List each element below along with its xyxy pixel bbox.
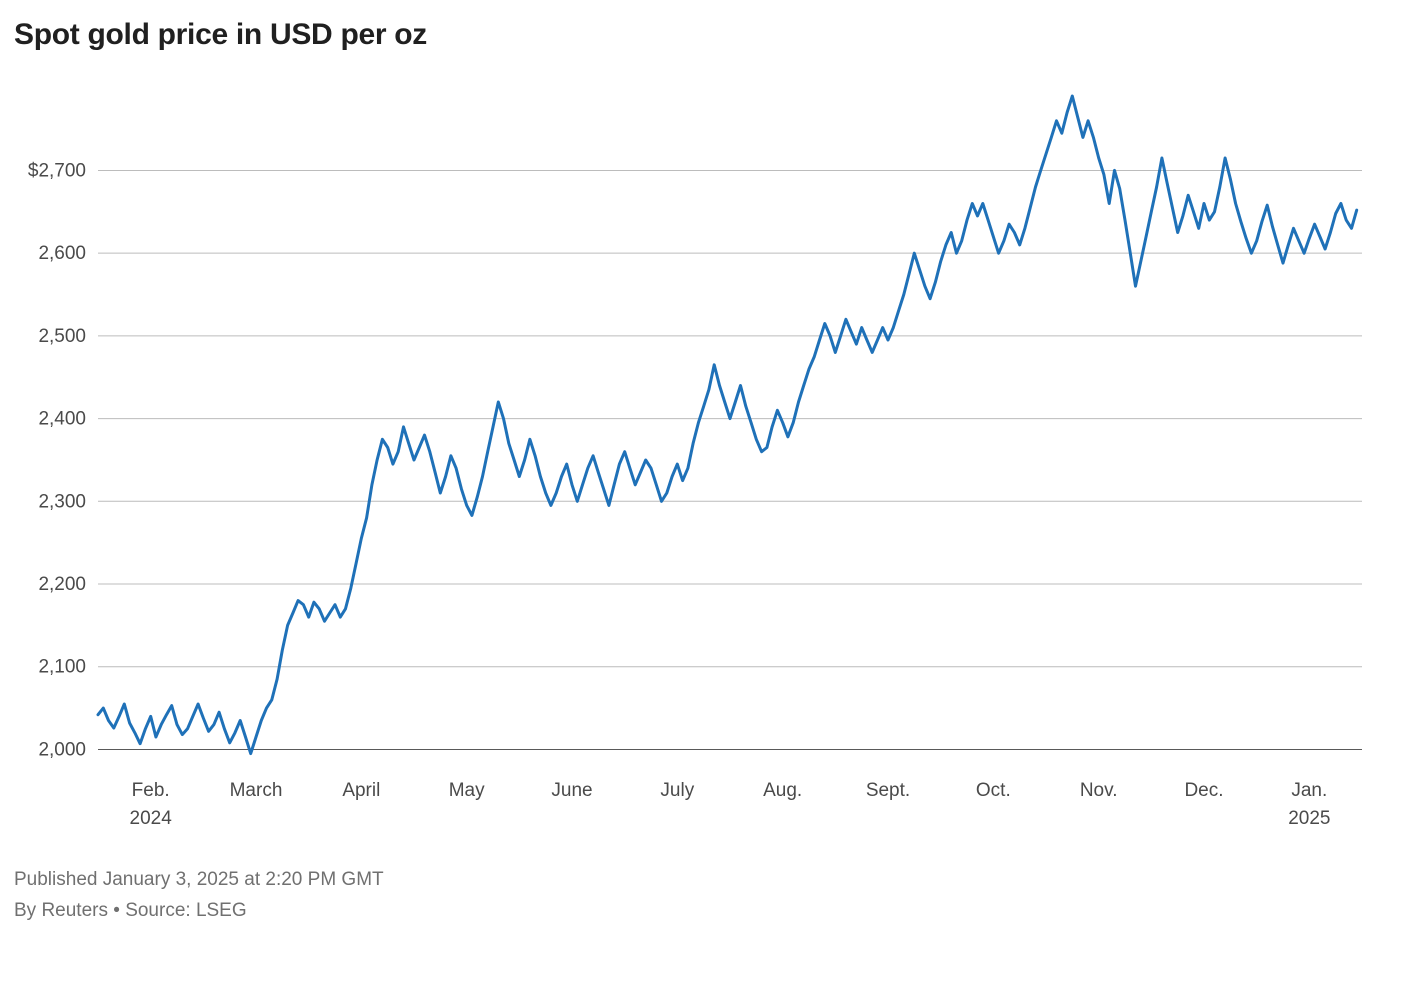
- x-axis-label: Jan.: [1291, 780, 1327, 801]
- line-chart: 2,000 2,100 2,200 2,300 2,400 2,500 2,600 $2,70…: [12, 56, 1396, 856]
- y-axis-label: $2,700: [28, 160, 86, 181]
- x-axis-label: July: [660, 780, 694, 801]
- y-axis-label: 2,500: [38, 326, 86, 347]
- x-axis-label: Aug.: [763, 780, 802, 801]
- x-axis-sublabel: 2024: [130, 808, 173, 829]
- y-axis-label: 2,000: [38, 739, 86, 760]
- x-axis-label: March: [230, 780, 283, 801]
- x-axis-label: Dec.: [1184, 780, 1223, 801]
- x-axis-label: May: [449, 780, 485, 801]
- x-axis-sublabel: 2025: [1288, 808, 1330, 829]
- x-axis-label: June: [551, 780, 592, 801]
- y-axis-label: 2,200: [38, 574, 86, 595]
- y-axis-label: 2,400: [38, 409, 86, 430]
- x-axis-label: Nov.: [1080, 780, 1118, 801]
- chart-title: Spot gold price in USD per oz: [14, 18, 1396, 52]
- y-axis-label: 2,100: [38, 657, 86, 678]
- price-series-line: [98, 96, 1357, 754]
- x-axis-label: Feb.: [132, 780, 170, 801]
- x-axis-label: Oct.: [976, 780, 1011, 801]
- y-axis-label: 2,600: [38, 243, 86, 264]
- byline-text: By Reuters • Source: LSEG: [14, 897, 1396, 926]
- chart-footer: Published January 3, 2025 at 2:20 PM GMT…: [14, 866, 1396, 925]
- x-axis-label: April: [342, 780, 380, 801]
- x-axis-label: Sept.: [866, 780, 910, 801]
- published-text: Published January 3, 2025 at 2:20 PM GMT: [14, 866, 1396, 895]
- y-axis-label: 2,300: [38, 491, 86, 512]
